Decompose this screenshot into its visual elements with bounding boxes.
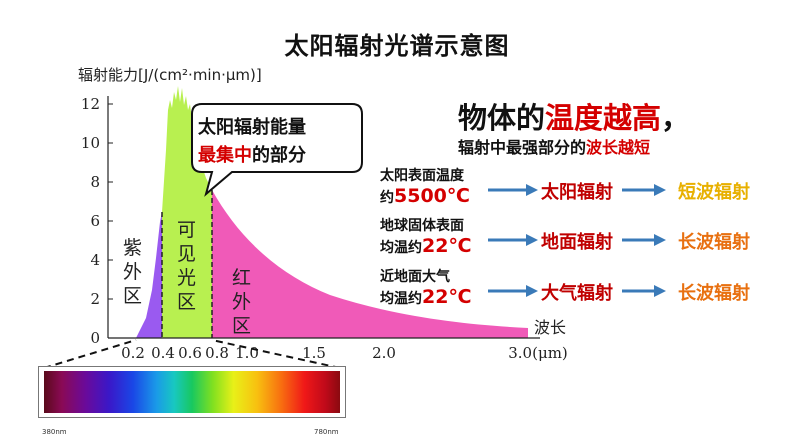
spectrum-guide-right [211, 339, 341, 369]
row-source-atmosphere: 近地面大气 均温约22℃ [380, 267, 471, 309]
y-tick-label: 6 [90, 212, 100, 230]
y-tick-label: 2 [90, 290, 100, 308]
y-tick-label: 12 [81, 95, 100, 113]
region-char: 区 [177, 291, 196, 313]
subline-prefix: 辐射中最强部分的 [458, 138, 587, 157]
row-source-line1: 太阳表面温度 [380, 168, 464, 184]
callout-bubble [191, 103, 363, 197]
region-char: 红 [232, 267, 251, 289]
row-source-line2: 均温约22℃ [380, 236, 471, 258]
y-axis-label: 辐射能力[J/(cm²·min·μm)] [78, 66, 262, 84]
headline-suffix: ， [661, 101, 691, 135]
spectrum-right-label: 780nm [314, 428, 339, 436]
row-source-temp: 22℃ [422, 286, 472, 308]
visible-region-fill [162, 86, 212, 338]
row-source-ground: 地球固体表面 均温约22℃ [380, 216, 471, 258]
region-char: 光 [177, 267, 196, 289]
y-ticks: 0 2 4 6 8 10 12 [81, 95, 113, 347]
ir-region-fill [212, 190, 528, 338]
spectrum-gradient [44, 371, 340, 413]
diagram-title: 太阳辐射光谱示意图 [284, 32, 510, 60]
region-char: 紫 [123, 237, 142, 259]
arrow-icon [622, 184, 666, 196]
row-source-sun: 太阳表面温度 约5500℃ [380, 166, 470, 208]
row-source-prefix: 均温约 [380, 240, 422, 256]
row-radiation-atmosphere: 大气辐射 [541, 283, 613, 304]
visible-spectrum-strip [38, 366, 346, 418]
y-tick-label: 0 [90, 329, 100, 347]
arrow-icon [622, 234, 666, 246]
callout-emphasis: 最集中 [198, 145, 252, 166]
x-tick-label: 0.4 [151, 344, 175, 362]
subline-emphasis: 波长越短 [586, 138, 651, 157]
spectrum-guide-left [43, 339, 137, 369]
region-char: 区 [232, 315, 251, 337]
x-tick-label: 0.2 [121, 344, 145, 362]
uv-region-fill [136, 212, 162, 338]
callout-rest: 的部分 [252, 145, 306, 166]
region-char: 区 [123, 285, 142, 307]
row-wave-sun: 短波辐射 [678, 182, 750, 203]
row-radiation-sun: 太阳辐射 [541, 182, 613, 203]
row-source-line2: 约5500℃ [380, 186, 470, 208]
x-tick-label: 1.0 [235, 344, 259, 362]
arrow-icon [488, 184, 538, 196]
row-wave-atmosphere: 长波辐射 [678, 283, 750, 304]
region-char: 可 [177, 219, 196, 241]
headline-emphasis: 温度越高 [545, 101, 662, 135]
y-tick-label: 4 [90, 251, 100, 269]
arrow-icon [488, 285, 538, 297]
x-tick-label: 3.0(μm) [508, 344, 568, 362]
x-ticks: 0.2 0.4 0.6 0.8 1.0 1.5 2.0 3.0(μm) [121, 344, 568, 362]
x-tick-label: 2.0 [372, 344, 396, 362]
row-radiation-ground: 地面辐射 [541, 232, 613, 253]
row-source-line2: 均温约22℃ [380, 287, 471, 309]
visible-region-label: 可 见 光 区 [177, 219, 196, 313]
callout-line2: 最集中的部分 [198, 142, 358, 170]
uv-region-label: 紫 外 区 [123, 237, 142, 307]
x-tick-label: 1.5 [302, 344, 326, 362]
row-source-prefix: 约 [380, 190, 394, 206]
headline: 物体的温度越高， [458, 95, 690, 137]
ir-region-label: 红 外 区 [232, 267, 251, 337]
row-wave-ground: 长波辐射 [678, 232, 750, 253]
x-tick-label: 0.6 [178, 344, 202, 362]
subline: 辐射中最强部分的波长越短 [458, 134, 650, 158]
row-source-line1: 近地面大气 [380, 269, 450, 285]
spectrum-left-label: 380nm [42, 428, 67, 436]
region-char: 见 [177, 243, 196, 265]
x-axis-label: 波长 [534, 318, 566, 337]
arrow-icon [622, 285, 666, 297]
row-source-line1: 地球固体表面 [380, 218, 464, 234]
headline-prefix: 物体的 [458, 101, 546, 135]
row-source-prefix: 均温约 [380, 291, 422, 307]
row-source-temp: 22℃ [422, 235, 472, 257]
callout-text: 太阳辐射能量 最集中的部分 [198, 114, 358, 170]
x-tick-label: 0.8 [205, 344, 229, 362]
region-char: 外 [232, 291, 251, 313]
row-source-temp: 5500℃ [394, 185, 470, 207]
y-tick-label: 8 [90, 173, 100, 191]
arrow-icon [488, 234, 538, 246]
callout-line1: 太阳辐射能量 [198, 117, 306, 138]
region-char: 外 [123, 261, 142, 283]
y-tick-label: 10 [81, 134, 100, 152]
